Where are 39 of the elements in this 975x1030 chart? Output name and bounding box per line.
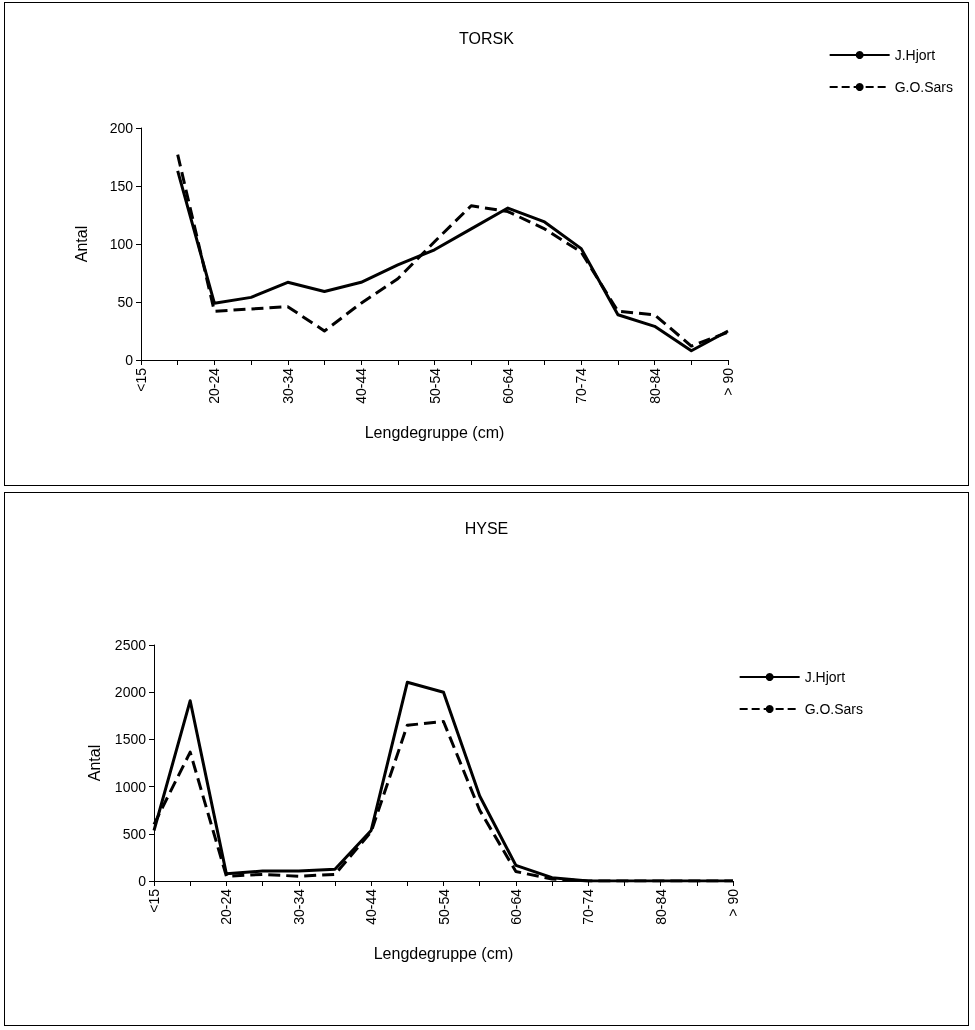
legend-label: J.Hjort bbox=[804, 669, 846, 685]
x-tick-label: 20-24 bbox=[218, 888, 235, 925]
y-tick-label: 100 bbox=[109, 236, 134, 252]
chart-title: TORSK bbox=[459, 29, 515, 47]
x-axis-title: Lengdegruppe (cm) bbox=[373, 944, 514, 962]
x-tick-label: 80-84 bbox=[646, 367, 663, 404]
x-tick-label: 40-44 bbox=[363, 888, 380, 925]
x-tick-label: <15 bbox=[146, 888, 162, 913]
x-tick-label: 70-74 bbox=[580, 888, 597, 925]
y-tick-label: 2500 bbox=[114, 637, 147, 653]
x-tick-label: 40-44 bbox=[353, 367, 370, 404]
legend-label: G.O.Sars bbox=[894, 79, 954, 95]
y-tick-label: 200 bbox=[109, 120, 134, 136]
y-tick-label: 50 bbox=[117, 294, 134, 310]
x-tick-label: > 90 bbox=[725, 888, 741, 917]
y-tick-label: 150 bbox=[109, 178, 134, 194]
legend-label: G.O.Sars bbox=[804, 701, 864, 717]
x-tick-label: 30-34 bbox=[290, 888, 307, 925]
y-tick-label: 1000 bbox=[114, 778, 147, 795]
legend-label: J.Hjort bbox=[894, 47, 936, 63]
y-axis-title: Antal bbox=[85, 744, 103, 782]
y-tick-label: 1500 bbox=[114, 731, 147, 748]
x-tick-label: 80-84 bbox=[652, 888, 669, 925]
x-tick-label: 20-24 bbox=[206, 367, 223, 404]
chart-title: HYSE bbox=[464, 519, 509, 537]
y-tick-label: 0 bbox=[125, 352, 134, 368]
x-tick-label: 30-34 bbox=[279, 367, 296, 404]
x-tick-label: <15 bbox=[133, 367, 149, 392]
x-tick-label: 70-74 bbox=[573, 367, 590, 404]
x-tick-label: > 90 bbox=[720, 367, 736, 396]
x-tick-label: 60-64 bbox=[499, 367, 516, 404]
y-tick-label: 2000 bbox=[114, 684, 147, 701]
x-tick-label: 50-54 bbox=[426, 367, 443, 404]
x-tick-label: 50-54 bbox=[435, 888, 452, 925]
y-tick-label: 500 bbox=[122, 825, 147, 842]
x-tick-label: 60-64 bbox=[507, 888, 524, 925]
x-axis-title: Lengdegruppe (cm) bbox=[364, 423, 505, 441]
y-tick-label: 0 bbox=[138, 873, 147, 889]
y-axis-title: Antal bbox=[72, 225, 90, 263]
